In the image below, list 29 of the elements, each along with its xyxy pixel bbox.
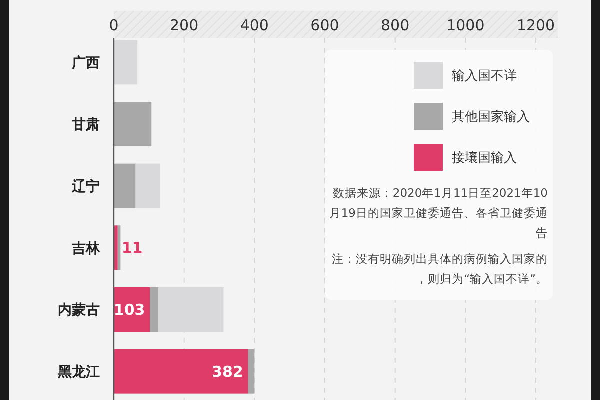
- y-tick-label: 吉林: [71, 240, 101, 257]
- bar: [248, 349, 255, 394]
- legend-label: 输入国不详: [452, 69, 517, 84]
- data-label: 382: [212, 362, 244, 381]
- x-tick-label: 800: [381, 16, 410, 34]
- y-tick-label: 辽宁: [71, 178, 100, 195]
- bar: [114, 40, 138, 85]
- x-tick-label: 1000: [446, 16, 485, 34]
- bar: [150, 287, 159, 332]
- x-tick-label: 600: [310, 16, 340, 34]
- legend-label: 其他国家输入: [452, 109, 530, 126]
- y-tick-label: 广西: [71, 54, 100, 72]
- x-tick-label: 400: [240, 16, 269, 34]
- bar: [114, 164, 136, 208]
- legend-label: 接壤国输入: [452, 151, 517, 166]
- bar: [114, 102, 152, 147]
- y-tick-label: 内蒙古: [58, 302, 100, 319]
- x-tick-label: 1200: [516, 16, 556, 34]
- y-tick-label: 黑龙江: [57, 364, 100, 380]
- bar: [114, 349, 248, 394]
- x-tick-label: 0: [109, 16, 119, 34]
- annotation: 数据来源：2020年1月11日至2021年10月19日的国家卫健委通告、各省卫健委通告: [329, 186, 548, 240]
- bar: [114, 226, 118, 270]
- annotation: 注：没有明确列出具体的病例输入国家的，则归为“输入国不详”。: [332, 252, 548, 286]
- y-tick-label: 甘肃: [71, 117, 100, 134]
- data-label: 11: [122, 239, 143, 258]
- x-tick-label: 200: [170, 16, 199, 34]
- data-label: 103: [114, 300, 146, 319]
- bar: [136, 164, 160, 208]
